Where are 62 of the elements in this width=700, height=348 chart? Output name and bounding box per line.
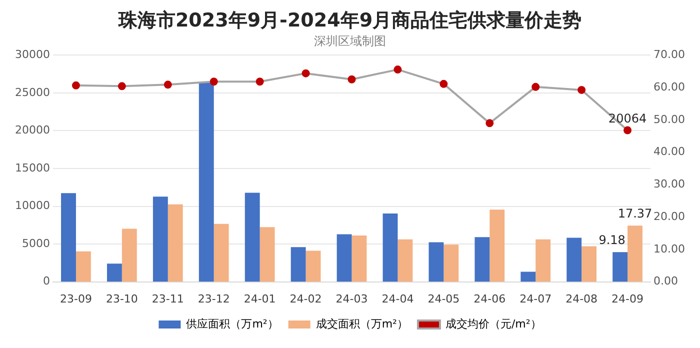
bar	[628, 226, 642, 282]
y2-tick-label: 60.00	[654, 80, 686, 94]
bar	[198, 82, 214, 282]
x-tick-label: 24-03	[336, 292, 368, 306]
y-tick-label: 25000	[14, 86, 50, 99]
x-tick-label: 24-04	[382, 292, 414, 306]
y2-tick-label: 20.00	[654, 210, 686, 223]
bar	[290, 247, 306, 282]
bar	[352, 236, 367, 282]
bar	[612, 252, 628, 282]
legend-label: 供应面积（万m²）	[186, 317, 278, 330]
bar	[214, 224, 229, 282]
y-tick-label: 20000	[14, 124, 50, 137]
bar	[76, 251, 91, 282]
x-tick-label: 24-08	[566, 292, 598, 306]
x-tick-label: 24-07	[520, 292, 552, 306]
bar	[382, 213, 398, 282]
bar	[168, 204, 183, 282]
x-tick-label: 24-09	[612, 292, 644, 306]
x-tick-label: 24-01	[244, 292, 276, 306]
bar	[474, 237, 490, 282]
bar	[61, 193, 76, 282]
y-tick-label: 15000	[14, 161, 50, 174]
chart-subtitle: 深圳区域制图	[314, 34, 386, 48]
y2-tick-label: 50.00	[654, 112, 686, 126]
x-tick-label: 23-11	[152, 292, 184, 306]
x-tick-label: 23-10	[106, 292, 138, 306]
bar	[520, 272, 536, 282]
x-tick-label: 23-09	[60, 292, 92, 306]
bar	[490, 210, 505, 282]
bar	[107, 264, 122, 282]
chart-title: 珠海市2023年9月-2024年9月商品住宅供求量价走势	[117, 9, 582, 32]
bar	[306, 250, 321, 282]
bar	[566, 238, 582, 282]
y2-tick-label: 30.00	[654, 178, 686, 191]
bar	[444, 244, 459, 282]
x-tick-label: 24-02	[290, 292, 322, 306]
y-tick-label: 5000	[22, 236, 50, 250]
x-tick-label: 24-06	[474, 292, 506, 306]
y2-tick-label: 10.00	[654, 242, 686, 256]
bar	[398, 239, 413, 282]
bar	[122, 228, 137, 282]
x-tick-label: 23-12	[198, 292, 230, 306]
y2-tick-label: 40.00	[654, 145, 686, 158]
y-tick-label: 30000	[14, 48, 50, 62]
bar	[428, 242, 444, 282]
x-tick-label: 24-05	[428, 292, 460, 306]
data-label: 17.37	[618, 206, 652, 221]
legend-label: 成交均价（元/m²）	[445, 317, 542, 330]
bar	[582, 246, 597, 282]
y-tick-label: 0	[42, 274, 50, 288]
bar	[336, 234, 352, 282]
y2-tick-label: 70.00	[654, 48, 686, 62]
bar	[260, 227, 275, 282]
data-label: 20064	[608, 111, 647, 126]
bar	[536, 239, 551, 282]
legend-label: 成交面积（万m²）	[316, 317, 408, 330]
y2-tick-label: 0.00	[654, 274, 678, 288]
bar	[152, 196, 168, 282]
bar	[244, 192, 260, 282]
y-tick-label: 10000	[14, 199, 50, 212]
data-label: 9.18	[598, 233, 626, 248]
